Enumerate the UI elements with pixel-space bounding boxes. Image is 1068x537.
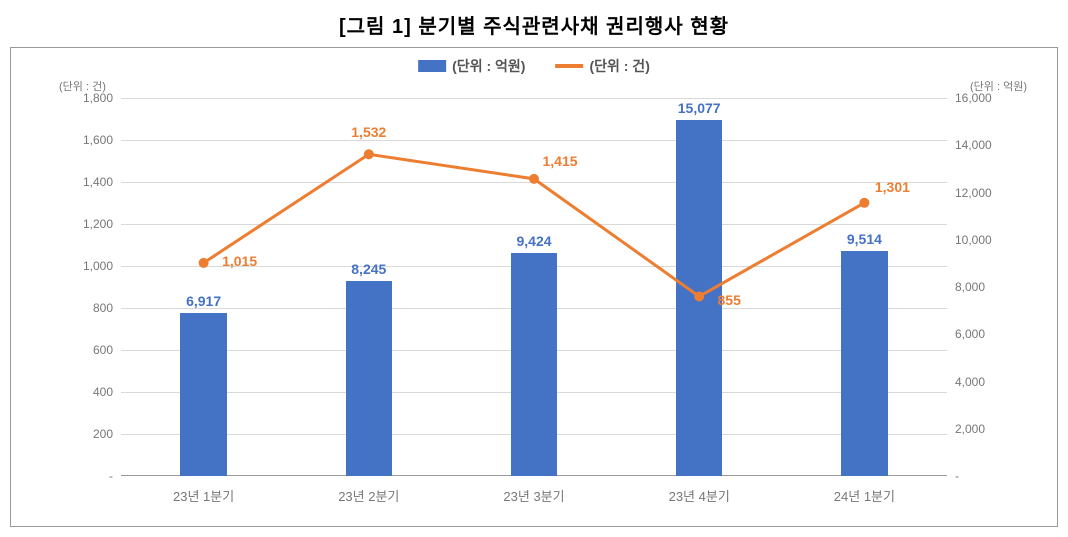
- y-left-tick-label: 1,000: [83, 259, 113, 273]
- y-right-tick-label: 8,000: [955, 280, 985, 294]
- line-value-label: 1,415: [542, 153, 577, 169]
- line-marker: [859, 198, 869, 208]
- y-right-tick-label: 10,000: [955, 233, 992, 247]
- line-marker: [199, 258, 209, 268]
- chart-container: [그림 1] 분기별 주식관련사채 권리행사 현황 (단위 : 억원) (단위 …: [10, 10, 1058, 527]
- y-right-tick-label: 12,000: [955, 186, 992, 200]
- legend-item-bar: (단위 : 억원): [418, 56, 525, 76]
- x-tick-label: 24년 1분기: [834, 486, 895, 505]
- y-left-tick-label: 1,800: [83, 91, 113, 105]
- legend-line-label: (단위 : 건): [589, 56, 649, 76]
- y-left-tick-label: -: [109, 469, 113, 483]
- x-tick-label: 23년 3분기: [503, 486, 564, 505]
- line-value-label: 1,015: [222, 253, 257, 269]
- legend-swatch-bar: [418, 60, 446, 72]
- x-tick-label: 23년 4분기: [669, 486, 730, 505]
- y-right-tick-label: 6,000: [955, 327, 985, 341]
- y-left-tick-label: 200: [93, 427, 113, 441]
- line-marker: [529, 174, 539, 184]
- legend-item-line: (단위 : 건): [555, 56, 649, 76]
- line-value-label: 1,532: [351, 124, 386, 140]
- y-left-tick-label: 600: [93, 343, 113, 357]
- y-left-tick-label: 400: [93, 385, 113, 399]
- chart-title: [그림 1] 분기별 주식관련사채 권리행사 현황: [10, 10, 1058, 39]
- y-left-tick-label: 1,600: [83, 133, 113, 147]
- legend: (단위 : 억원) (단위 : 건): [418, 56, 650, 76]
- line-layer: [121, 98, 947, 476]
- y-right-tick-label: 2,000: [955, 422, 985, 436]
- y-right-tick-label: 16,000: [955, 91, 992, 105]
- x-tick-label: 23년 1분기: [173, 486, 234, 505]
- legend-bar-label: (단위 : 억원): [452, 56, 525, 76]
- y-right-tick-label: -: [955, 469, 959, 483]
- line-value-label: 1,301: [875, 179, 910, 195]
- line-marker: [364, 149, 374, 159]
- chart-box: (단위 : 억원) (단위 : 건) (단위 : 건) (단위 : 억원) -2…: [10, 47, 1058, 527]
- legend-swatch-line: [555, 64, 583, 68]
- x-tick-label: 23년 2분기: [338, 486, 399, 505]
- line-marker: [694, 291, 704, 301]
- y-right-tick-label: 14,000: [955, 138, 992, 152]
- plot-area: -2004006008001,0001,2001,4001,6001,800-2…: [121, 98, 947, 476]
- y-left-tick-label: 1,400: [83, 175, 113, 189]
- line-value-label: 855: [718, 292, 741, 308]
- y-right-tick-label: 4,000: [955, 375, 985, 389]
- y-left-tick-label: 1,200: [83, 217, 113, 231]
- y-left-tick-label: 800: [93, 301, 113, 315]
